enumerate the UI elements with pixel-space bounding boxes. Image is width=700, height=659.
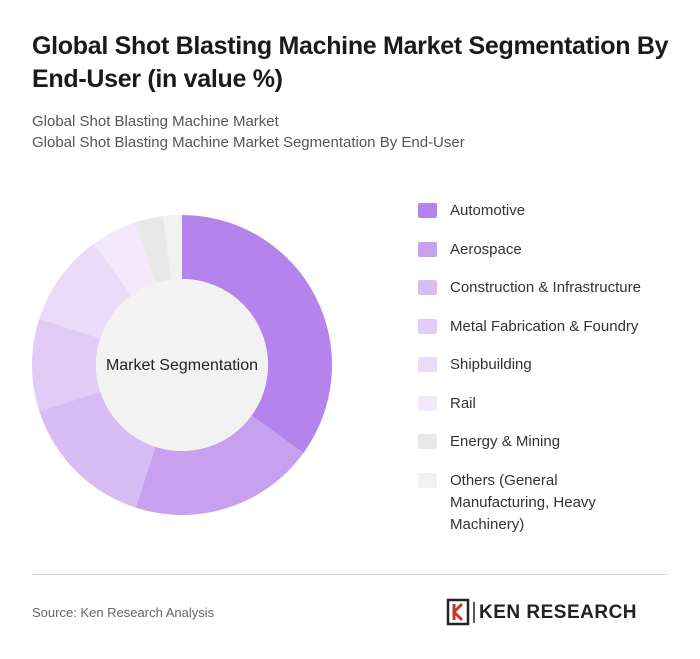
donut-slice [32,318,101,412]
center-label: Market Segmentation [106,357,258,374]
donut-slice [39,243,132,339]
legend-swatch [418,395,437,411]
logo-icon [446,598,470,626]
legend-swatch [418,434,437,449]
legend-label: Construction & Infrastructure [450,279,641,296]
source: Source: Ken Research Analysis [32,605,215,620]
logo: KEN RESEARCH [446,598,637,626]
logo-icon [452,602,464,622]
legend-label: Metal Fabrication & Foundry [450,317,639,335]
donut-slice [93,222,156,296]
legend-label: Energy & Mining [450,433,561,450]
legend-label: Others (General Manufacturing, Heavy Mac… [450,471,596,533]
legend-label: Shipbuilding [450,356,532,373]
legend-swatch [418,318,437,334]
title: Global Shot Blasting Machine Market Segm… [32,32,669,93]
subtitle: Global Shot Blasting Machine Market [32,113,279,130]
donut-hole [96,279,268,451]
legend-item: Metal Fabrication & Foundry [418,314,678,353]
legend-swatch [418,357,437,372]
legend-item: Rail [418,391,678,430]
donut-slice [135,415,304,515]
legend-item: Construction & Infrastructure [418,275,678,314]
donut-chart: Market Segmentation [32,215,332,515]
divider [32,574,668,575]
legend-item: Aerospace [418,237,678,276]
legend-swatch [418,280,437,295]
donut-slice [163,215,182,280]
legend-item: Shipbuilding [418,352,678,391]
legend-label: Rail [450,394,476,412]
legend: Automotive Aerospace Construction & Infras… [418,198,678,533]
legend-item: Others (General Manufacturing, Heavy Mac… [418,468,678,533]
donut-slice [182,215,332,454]
legend-swatch [418,203,437,218]
legend-item: Energy & Mining [418,429,678,468]
logo-text: KEN RESEARCH [479,602,637,623]
subtitle: Global Shot Blasting Machine Market Segm… [32,134,465,151]
donut-slice [39,391,156,508]
legend-label: Aerospace [450,240,522,258]
legend-swatch [418,472,437,488]
legend-label: Automotive [450,202,526,219]
legend-swatch [418,241,437,257]
donut-slice [135,216,172,284]
legend-item: Automotive [418,198,678,237]
